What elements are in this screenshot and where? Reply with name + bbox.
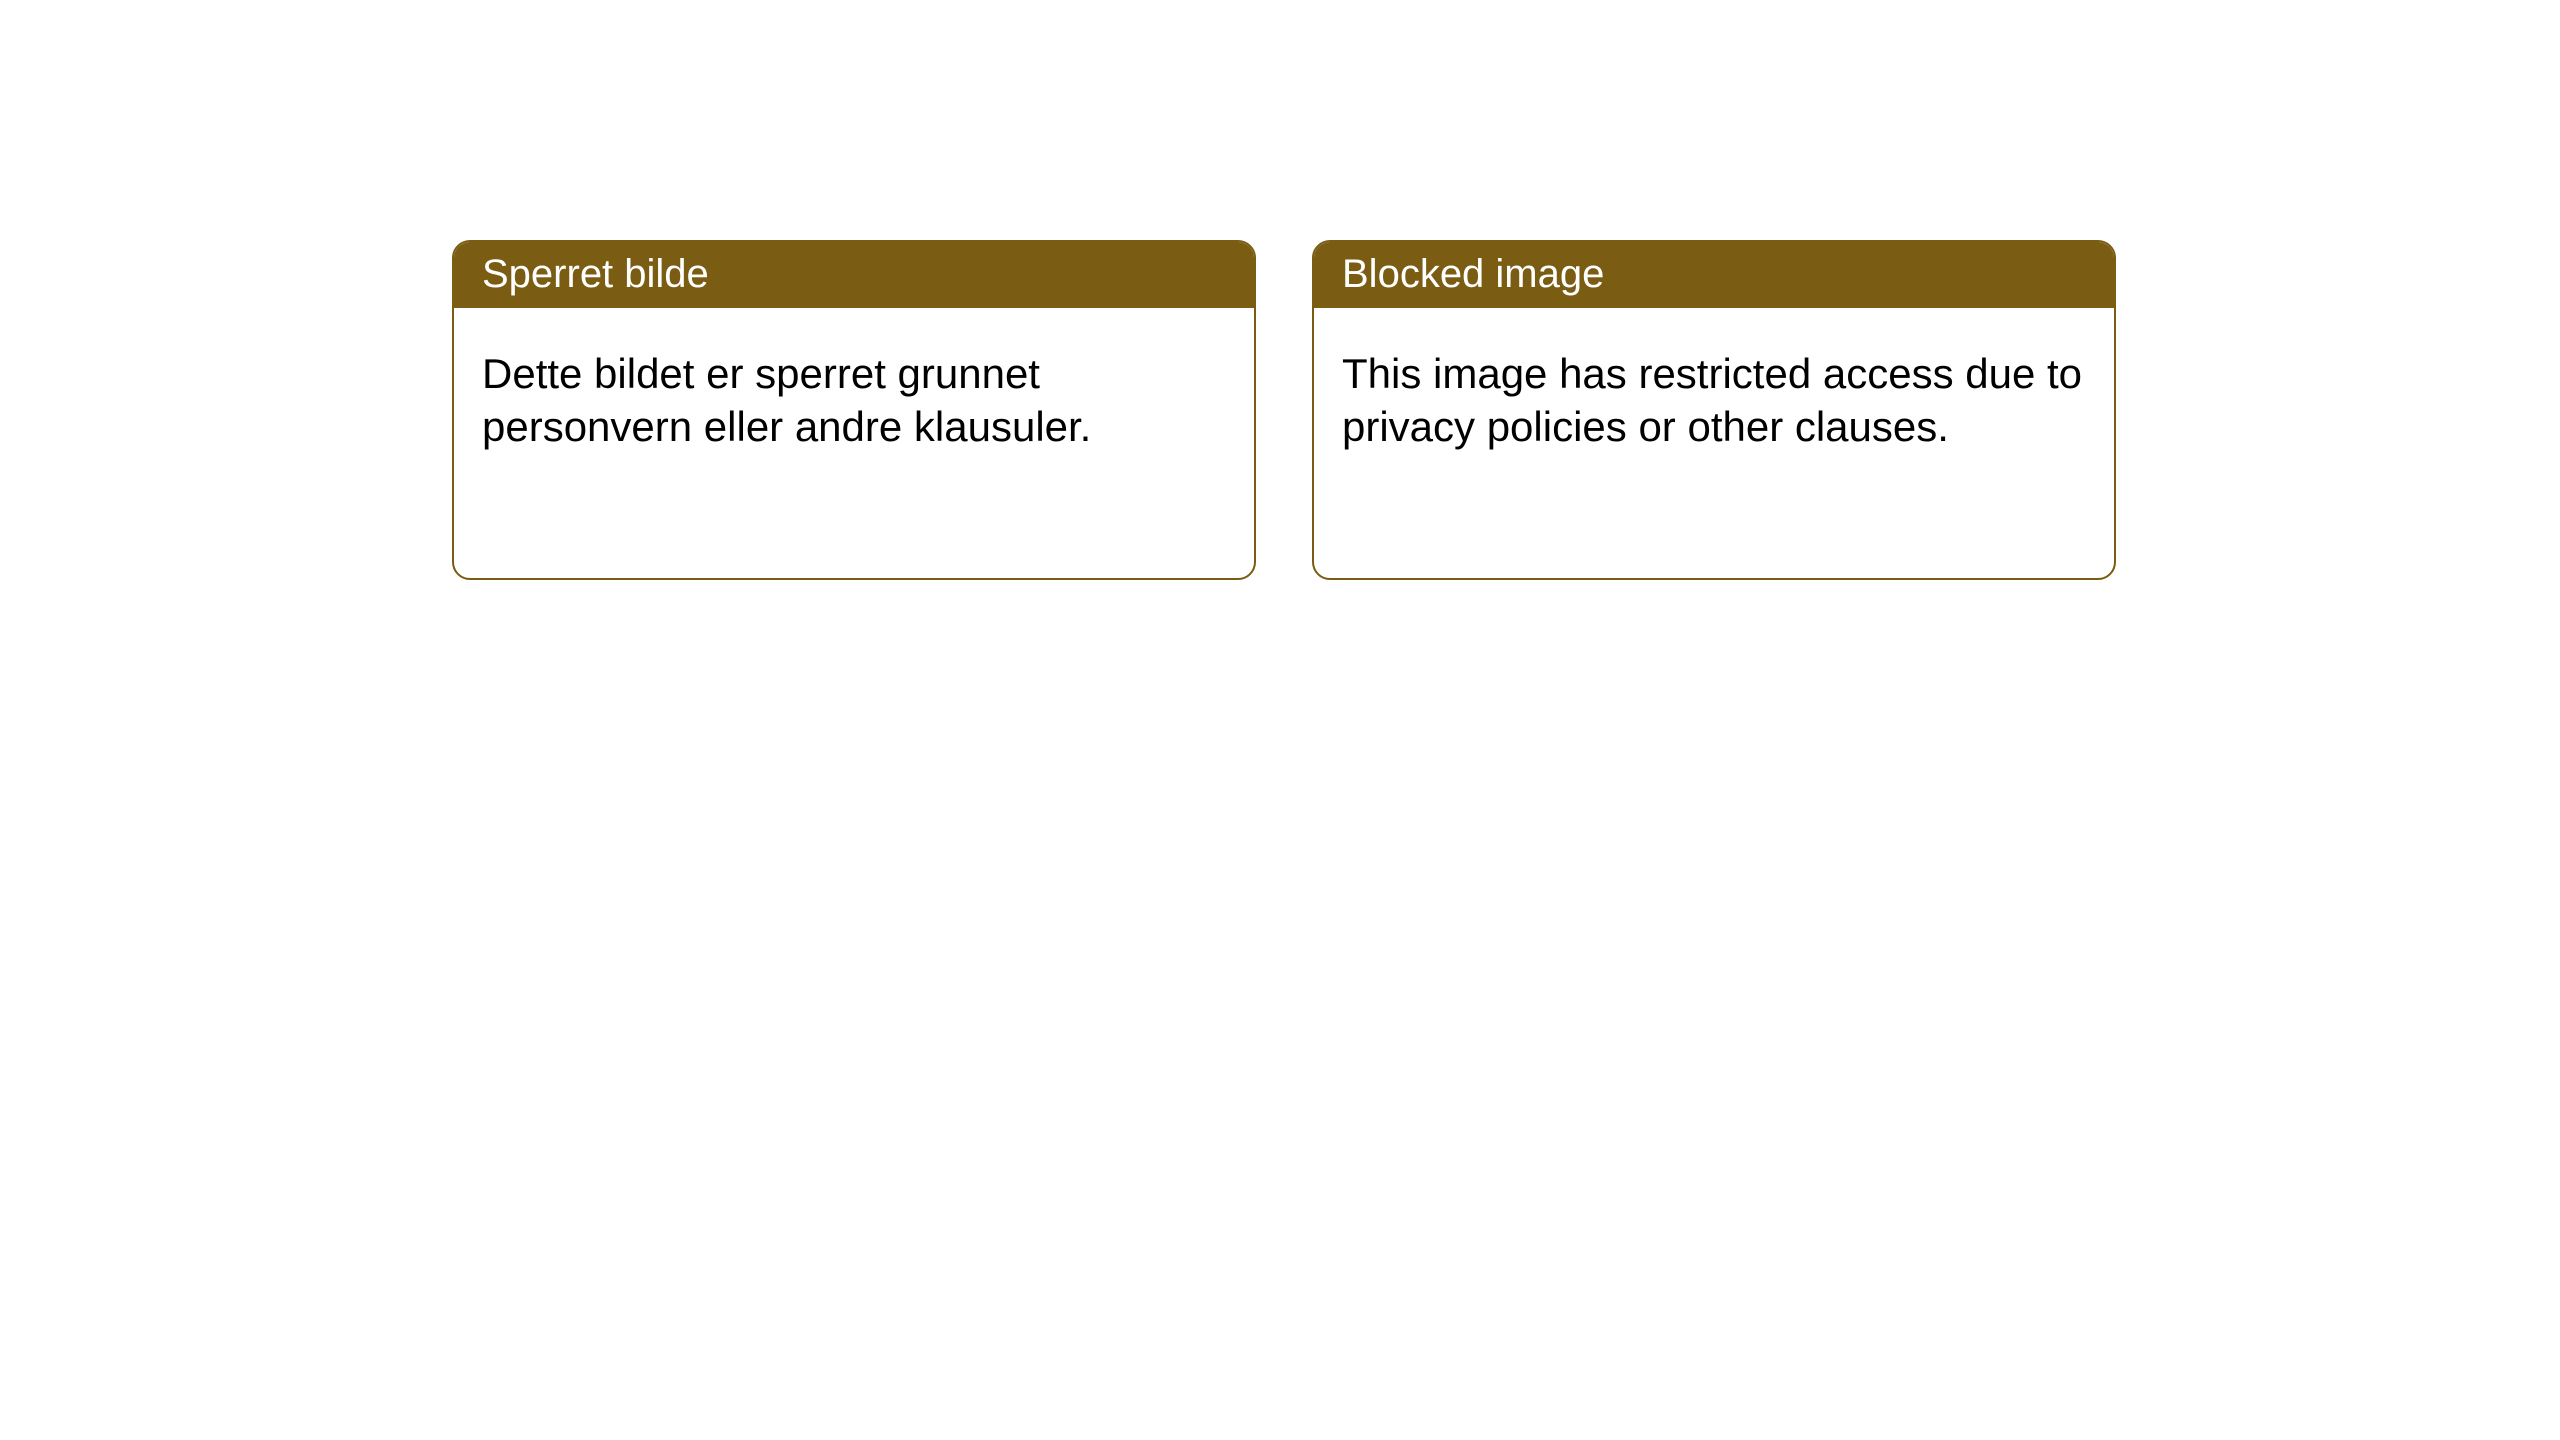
card-body-no: Dette bildet er sperret grunnet personve…: [454, 308, 1254, 481]
card-body-en: This image has restricted access due to …: [1314, 308, 2114, 481]
card-title-en: Blocked image: [1314, 242, 2114, 308]
notice-container: Sperret bilde Dette bildet er sperret gr…: [0, 0, 2560, 580]
card-title-no: Sperret bilde: [454, 242, 1254, 308]
blocked-image-card-no: Sperret bilde Dette bildet er sperret gr…: [452, 240, 1256, 580]
blocked-image-card-en: Blocked image This image has restricted …: [1312, 240, 2116, 580]
